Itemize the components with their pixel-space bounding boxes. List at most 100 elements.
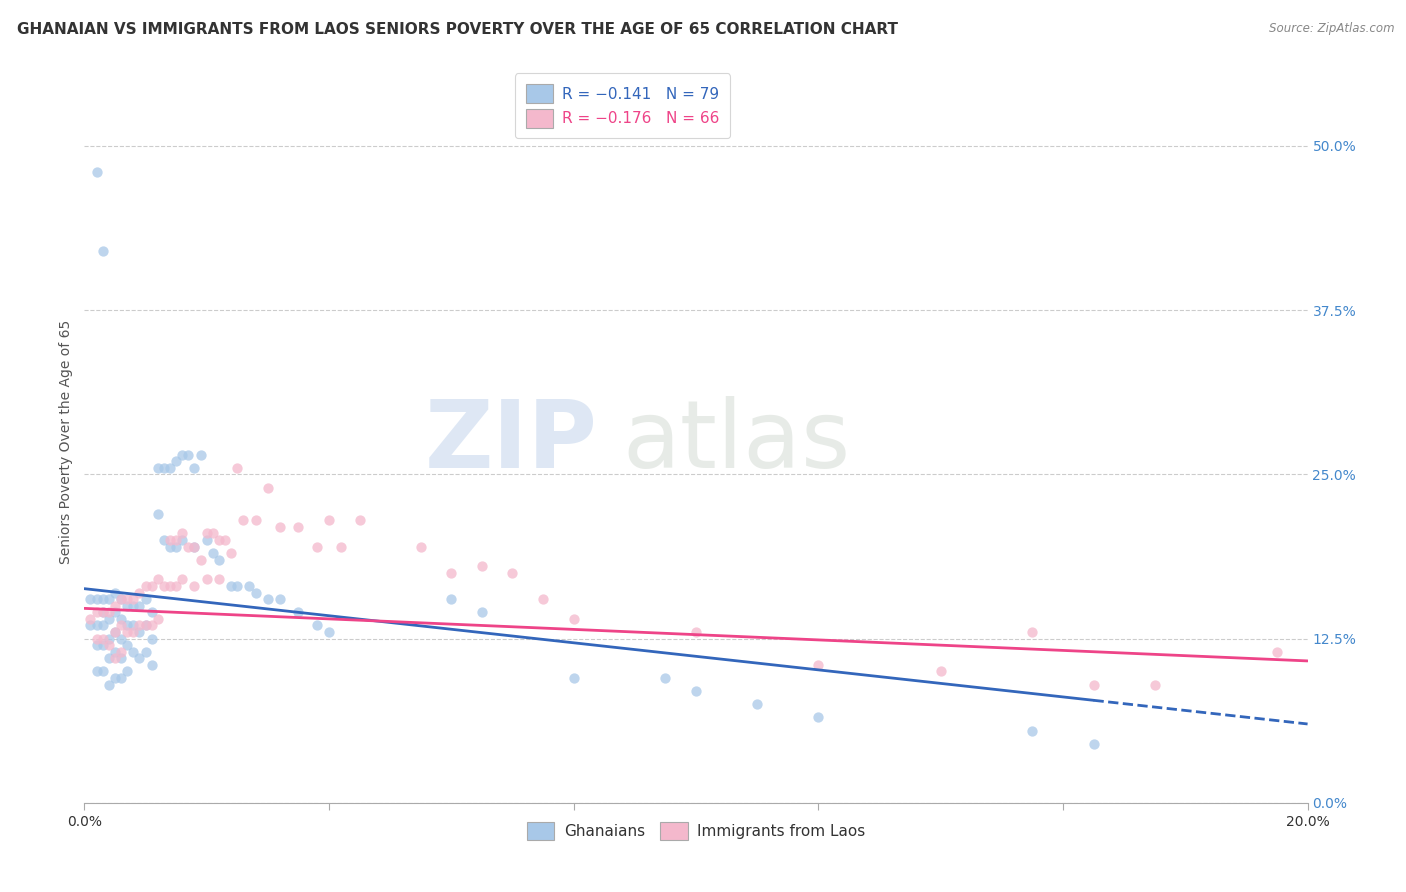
Point <box>195 526 218 541</box>
Point <box>146 612 169 626</box>
Point <box>269 520 291 534</box>
Point <box>165 533 187 547</box>
Point <box>122 625 145 640</box>
Text: ZIP: ZIP <box>425 395 598 488</box>
Point <box>91 244 114 258</box>
Point <box>115 625 138 640</box>
Point <box>110 592 132 607</box>
Point <box>219 579 242 593</box>
Point <box>305 618 328 632</box>
Point <box>86 665 108 679</box>
Point <box>86 632 108 646</box>
Point <box>135 618 157 632</box>
Point <box>226 579 249 593</box>
Point <box>110 651 132 665</box>
Point <box>1021 625 1043 640</box>
Point <box>91 605 114 619</box>
Point <box>86 592 108 607</box>
Point <box>115 599 138 613</box>
Point <box>208 553 231 567</box>
Point <box>159 579 181 593</box>
Point <box>122 592 145 607</box>
Point <box>110 632 132 646</box>
Point <box>257 481 280 495</box>
Point <box>91 592 114 607</box>
Point <box>502 566 524 580</box>
Point <box>128 585 150 599</box>
Point <box>208 573 231 587</box>
Point <box>330 540 353 554</box>
Point <box>104 651 127 665</box>
Point <box>226 460 249 475</box>
Point <box>159 460 181 475</box>
Point <box>135 579 157 593</box>
Point <box>1083 677 1105 691</box>
Point <box>128 599 150 613</box>
Point <box>128 625 150 640</box>
Point <box>183 460 205 475</box>
Point <box>440 566 463 580</box>
Point <box>195 573 218 587</box>
Point <box>128 651 150 665</box>
Point <box>97 632 120 646</box>
Point <box>562 671 585 685</box>
Point <box>471 605 494 619</box>
Point <box>471 559 494 574</box>
Point <box>97 605 120 619</box>
Point <box>531 592 554 607</box>
Point <box>122 599 145 613</box>
Point <box>245 585 267 599</box>
Point <box>97 651 120 665</box>
Point <box>747 698 769 712</box>
Point <box>807 657 830 672</box>
Point <box>159 540 181 554</box>
Point <box>110 671 132 685</box>
Point <box>305 540 328 554</box>
Point <box>104 599 127 613</box>
Point <box>440 592 463 607</box>
Point <box>318 513 340 527</box>
Point <box>153 579 176 593</box>
Text: atlas: atlas <box>623 395 851 488</box>
Point <box>183 540 205 554</box>
Point <box>146 573 169 587</box>
Point <box>135 618 157 632</box>
Point <box>141 632 163 646</box>
Point <box>86 165 108 179</box>
Point <box>91 632 114 646</box>
Point <box>177 540 200 554</box>
Point <box>104 645 127 659</box>
Point <box>110 618 132 632</box>
Point <box>86 638 108 652</box>
Point <box>135 645 157 659</box>
Point <box>79 618 101 632</box>
Point <box>172 533 194 547</box>
Point <box>214 533 236 547</box>
Point <box>122 645 145 659</box>
Y-axis label: Seniors Poverty Over the Age of 65: Seniors Poverty Over the Age of 65 <box>59 319 73 564</box>
Point <box>79 612 101 626</box>
Point <box>86 618 108 632</box>
Point <box>104 585 127 599</box>
Point <box>172 573 194 587</box>
Point <box>141 605 163 619</box>
Text: Source: ZipAtlas.com: Source: ZipAtlas.com <box>1270 22 1395 36</box>
Point <box>219 546 242 560</box>
Point <box>91 605 114 619</box>
Point <box>104 625 127 640</box>
Point <box>141 579 163 593</box>
Point <box>135 592 157 607</box>
Point <box>269 592 291 607</box>
Point <box>159 533 181 547</box>
Point <box>929 665 952 679</box>
Point <box>685 625 707 640</box>
Point <box>97 638 120 652</box>
Point <box>110 592 132 607</box>
Point <box>86 605 108 619</box>
Point <box>172 448 194 462</box>
Point <box>201 526 224 541</box>
Point <box>110 645 132 659</box>
Point <box>232 513 254 527</box>
Point <box>165 454 187 468</box>
Point <box>183 540 205 554</box>
